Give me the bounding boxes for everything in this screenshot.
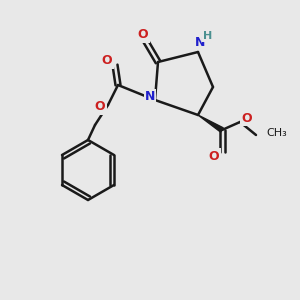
Text: O: O — [95, 100, 105, 113]
Polygon shape — [198, 115, 223, 132]
Text: O: O — [242, 112, 252, 124]
Text: CH₃: CH₃ — [266, 128, 287, 138]
Text: O: O — [102, 55, 112, 68]
Text: N: N — [195, 35, 205, 49]
Text: O: O — [209, 149, 219, 163]
Text: H: H — [203, 31, 213, 41]
Text: O: O — [138, 28, 148, 41]
Text: N: N — [145, 91, 155, 103]
